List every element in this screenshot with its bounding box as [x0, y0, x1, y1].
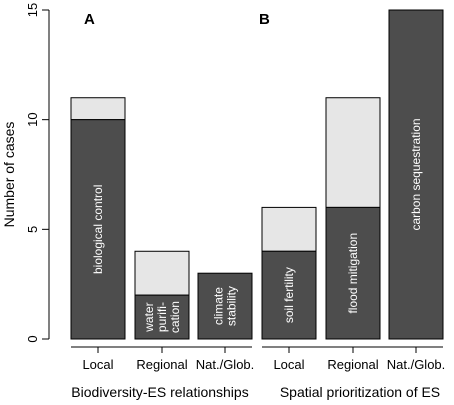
- bar-segment-dark: [134, 294, 190, 340]
- panel-letter: B: [259, 11, 270, 28]
- bar-segment-light: [261, 206, 317, 252]
- bar-label-line: biological control: [91, 185, 105, 274]
- x-tick-label: Regional: [136, 357, 187, 372]
- x-tick-label: Nat./Glob.: [196, 357, 255, 372]
- y-tick-label: 0: [25, 335, 40, 342]
- bar-segment-light: [70, 97, 126, 121]
- bar-label: soil fertility: [282, 267, 296, 323]
- bar-segment-dark: [197, 272, 253, 340]
- x-tick-label: Local: [82, 357, 113, 372]
- bar-label-line: purifi-: [155, 302, 169, 332]
- bar-label-line: carbon sequestration: [409, 118, 423, 230]
- bar-segment-dark: [70, 119, 126, 340]
- bar-segment-light: [325, 97, 381, 208]
- bar-label: waterpurifi-cation: [142, 301, 182, 333]
- group-label: Spatial prioritization of ES: [280, 384, 440, 400]
- y-tick-label: 15: [25, 3, 40, 17]
- bar-label: climatestability: [212, 286, 239, 326]
- bar-label-line: water: [142, 302, 156, 332]
- bar-label-line: cation: [168, 301, 182, 333]
- bar-segment-dark: [325, 206, 381, 340]
- y-tick-label: 10: [25, 112, 40, 126]
- x-tick-label: Local: [273, 357, 304, 372]
- y-tick-label: 5: [25, 226, 40, 233]
- bar-label: carbon sequestration: [409, 118, 423, 230]
- group-label: Biodiversity-ES relationships: [71, 384, 248, 400]
- bar-segment-dark: [388, 9, 444, 340]
- panel-letter: A: [84, 11, 95, 28]
- y-axis-label: Number of cases: [1, 122, 17, 228]
- bar-label: flood mitigation: [346, 233, 360, 314]
- bar-segment-light: [134, 250, 190, 296]
- bar-segment-dark: [261, 250, 317, 340]
- x-tick-label: Nat./Glob.: [387, 357, 446, 372]
- bar-label-line: soil fertility: [282, 267, 296, 323]
- bar-label: biological control: [91, 185, 105, 274]
- bar-label-line: flood mitigation: [346, 233, 360, 314]
- x-tick-label: Regional: [327, 357, 378, 372]
- bar-label-line: stability: [225, 286, 239, 326]
- bar-label-line: climate: [212, 287, 226, 325]
